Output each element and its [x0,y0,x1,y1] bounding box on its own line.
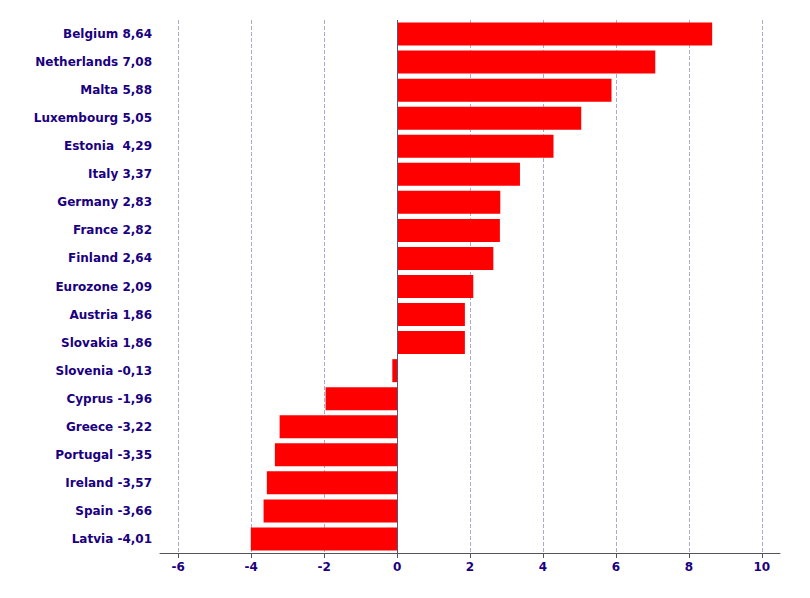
svg-text:Ireland -3,57: Ireland -3,57 [65,476,152,490]
svg-text:Eurozone 2,09: Eurozone 2,09 [55,280,152,294]
svg-text:Slovenia -0,13: Slovenia -0,13 [56,364,152,378]
svg-text:-2: -2 [317,560,330,574]
svg-text:4: 4 [539,560,547,574]
svg-text:Latvia -4,01: Latvia -4,01 [72,532,152,546]
svg-text:-6: -6 [172,560,185,574]
svg-text:Italy 3,37: Italy 3,37 [88,167,152,181]
svg-text:-4: -4 [245,560,258,574]
svg-text:6: 6 [612,560,620,574]
svg-text:8: 8 [685,560,693,574]
svg-text:Portugal -3,35: Portugal -3,35 [55,448,152,462]
svg-text:Germany 2,83: Germany 2,83 [57,195,152,209]
svg-text:Malta 5,88: Malta 5,88 [80,83,152,97]
svg-text:10: 10 [753,560,770,574]
svg-text:2: 2 [466,560,474,574]
svg-text:Cyprus -1,96: Cyprus -1,96 [66,392,152,406]
svg-text:Spain -3,66: Spain -3,66 [75,504,152,518]
svg-text:Belgium 8,64: Belgium 8,64 [63,27,152,41]
svg-text:France 2,82: France 2,82 [73,223,152,237]
svg-text:Austria 1,86: Austria 1,86 [69,308,152,322]
svg-text:0: 0 [393,560,401,574]
svg-text:Netherlands 7,08: Netherlands 7,08 [35,55,152,69]
svg-text:Greece -3,22: Greece -3,22 [66,420,152,434]
svg-text:Estonia 4,29: Estonia 4,29 [64,139,152,153]
svg-text:Slovakia 1,86: Slovakia 1,86 [61,336,152,350]
svg-text:Finland 2,64: Finland 2,64 [68,251,152,265]
svg-text:Luxembourg 5,05: Luxembourg 5,05 [34,111,152,125]
